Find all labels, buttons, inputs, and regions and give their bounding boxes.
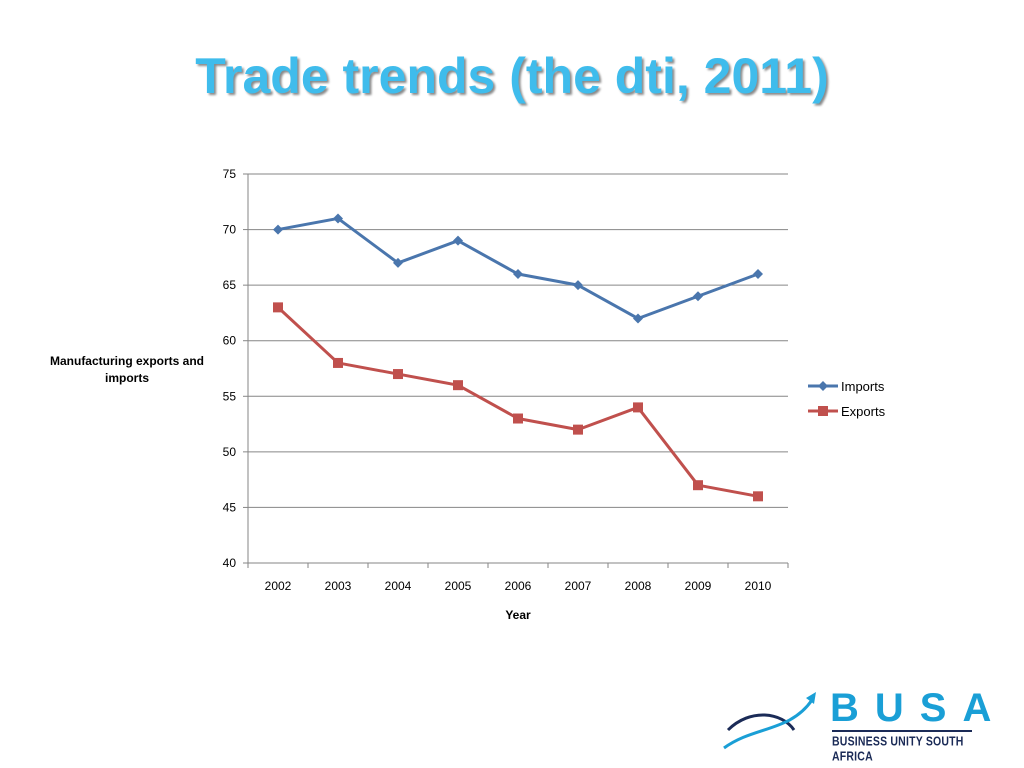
data-point-exports — [273, 302, 283, 313]
data-point-imports — [393, 257, 403, 268]
data-point-imports — [693, 291, 703, 302]
slide-title: Trade trends (the dti, 2011) — [195, 48, 829, 104]
data-point-exports — [333, 357, 343, 368]
data-point-exports — [393, 369, 403, 380]
legend-label-exports: Exports — [841, 404, 886, 419]
data-point-imports — [333, 213, 343, 224]
x-tick-label: 2009 — [685, 579, 712, 593]
data-point-exports — [453, 380, 463, 391]
series-line-imports — [277, 216, 759, 320]
x-tick-label: 2005 — [445, 579, 472, 593]
data-point-exports — [633, 402, 643, 413]
data-point-imports — [273, 224, 283, 235]
y-axis-title-line: imports — [105, 371, 149, 385]
x-axis-title: Year — [505, 608, 531, 622]
logo-tagline: BUSINESS UNITY SOUTH AFRICA — [832, 734, 964, 764]
data-point-exports — [513, 413, 523, 424]
y-tick-label: 60 — [223, 334, 237, 348]
data-point-exports — [573, 424, 583, 435]
x-tick-label: 2007 — [565, 579, 592, 593]
data-point-imports — [513, 269, 523, 280]
x-tick-label: 2004 — [385, 579, 412, 593]
y-tick-labels: 40 45 50 55 60 65 70 75 — [223, 167, 237, 570]
logo-divider — [832, 730, 972, 732]
data-point-imports — [453, 235, 463, 246]
x-tick-label: 2010 — [745, 579, 772, 593]
data-point-imports — [633, 313, 643, 324]
x-tick-label: 2006 — [505, 579, 532, 593]
data-point-exports — [693, 480, 703, 491]
x-tick-label: 2003 — [325, 579, 352, 593]
legend-label-imports: Imports — [841, 379, 885, 394]
y-axis-title: Manufacturing exports and imports — [50, 354, 204, 385]
x-tick-label: 2002 — [265, 579, 292, 593]
legend-marker-imports — [818, 381, 828, 391]
y-tick-label: 55 — [223, 389, 237, 403]
data-point-imports — [753, 269, 763, 280]
x-tick-labels: 2002 2003 2004 2005 2006 2007 2008 2009 2010 — [265, 579, 772, 593]
data-point-exports — [753, 491, 763, 502]
x-tick-label: 2008 — [625, 579, 652, 593]
busa-logo-mark — [723, 692, 816, 750]
y-tick-label: 45 — [223, 500, 237, 514]
gridlines — [248, 173, 788, 508]
axes — [243, 173, 789, 568]
y-tick-label: 65 — [223, 278, 237, 292]
legend: Imports Exports — [808, 379, 886, 419]
logo-wordmark: BUSA — [830, 686, 1008, 730]
y-tick-label: 40 — [223, 556, 237, 570]
busa-logo: BUSA BUSINESS UNITY SOUTH AFRICA — [720, 686, 991, 764]
y-tick-label: 50 — [223, 445, 237, 459]
y-axis-title-line: Manufacturing exports and — [50, 354, 204, 368]
series-line-exports — [276, 306, 759, 498]
y-tick-label: 75 — [223, 167, 237, 181]
series-group — [273, 213, 763, 502]
y-tick-label: 70 — [223, 223, 237, 237]
legend-marker-exports — [818, 406, 828, 416]
data-point-imports — [573, 280, 583, 291]
